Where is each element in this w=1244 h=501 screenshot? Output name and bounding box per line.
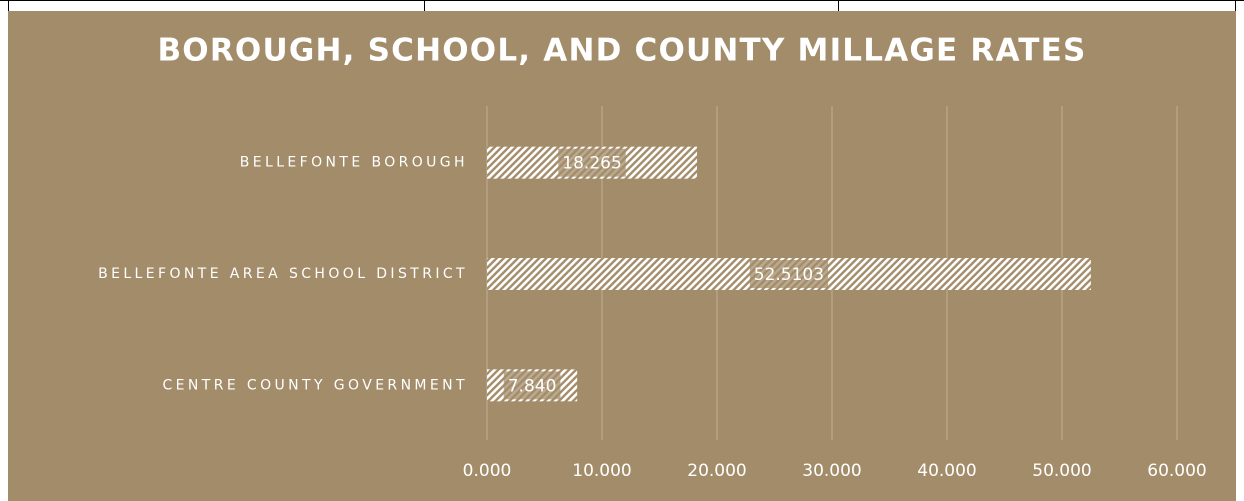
x-tick-label: 40.000 bbox=[917, 461, 976, 481]
y-tick-label: CENTRE COUNTY GOVERNMENT bbox=[162, 377, 468, 393]
x-tick-label: 50.000 bbox=[1032, 461, 1091, 481]
value-label: 52.5103 bbox=[754, 265, 824, 285]
x-tick-label: 30.000 bbox=[802, 461, 861, 481]
x-tick-label: 60.000 bbox=[1147, 461, 1206, 481]
chart-background bbox=[8, 11, 1236, 501]
value-label: 18.265 bbox=[562, 154, 621, 174]
top-table-strip bbox=[0, 0, 1244, 11]
y-tick-label: BELLEFONTE AREA SCHOOL DISTRICT bbox=[98, 266, 468, 282]
value-label-background bbox=[503, 371, 561, 400]
x-tick-label: 20.000 bbox=[687, 461, 746, 481]
y-tick-label: BELLEFONTE BOROUGH bbox=[240, 155, 468, 171]
chart-title: BOROUGH, SCHOOL, AND COUNTY MILLAGE RATE… bbox=[157, 33, 1086, 69]
value-label: 7.840 bbox=[508, 376, 557, 396]
value-label-background bbox=[558, 148, 626, 177]
value-label-background bbox=[749, 260, 829, 288]
x-tick-label: 0.000 bbox=[463, 461, 512, 481]
x-tick-label: 10.000 bbox=[572, 461, 631, 481]
